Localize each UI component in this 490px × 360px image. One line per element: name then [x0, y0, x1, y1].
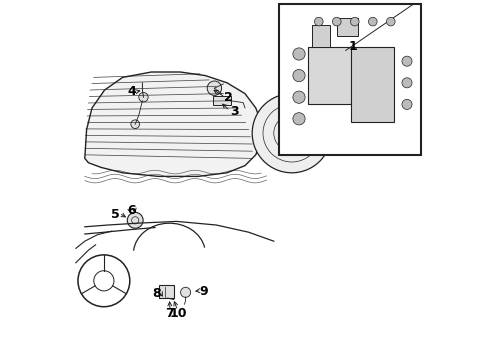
Circle shape: [139, 93, 148, 102]
Circle shape: [207, 81, 221, 95]
Circle shape: [402, 78, 412, 88]
Polygon shape: [85, 72, 261, 176]
Circle shape: [293, 113, 305, 125]
Text: 3: 3: [230, 105, 239, 118]
Circle shape: [402, 56, 412, 66]
Circle shape: [293, 48, 305, 60]
Circle shape: [333, 17, 341, 26]
Bar: [337, 18, 358, 36]
Circle shape: [402, 99, 412, 109]
Text: 8: 8: [152, 287, 161, 300]
Circle shape: [293, 69, 305, 82]
Circle shape: [127, 212, 143, 228]
Text: 10: 10: [170, 307, 187, 320]
Bar: [308, 47, 355, 104]
Circle shape: [252, 94, 331, 173]
Text: 4: 4: [127, 85, 136, 98]
Text: 5: 5: [111, 208, 120, 221]
Circle shape: [387, 17, 395, 26]
Text: 9: 9: [199, 285, 208, 298]
Bar: [312, 25, 330, 47]
Circle shape: [368, 17, 377, 26]
Text: 1: 1: [348, 40, 357, 53]
Bar: [213, 96, 231, 105]
Circle shape: [180, 287, 191, 297]
Circle shape: [315, 17, 323, 26]
Bar: [279, 4, 421, 155]
Circle shape: [131, 120, 140, 129]
Circle shape: [350, 17, 359, 26]
Circle shape: [293, 91, 305, 103]
Bar: [159, 285, 174, 298]
Text: 2: 2: [224, 91, 233, 104]
Bar: [351, 47, 394, 122]
Text: 7: 7: [165, 307, 174, 320]
Text: 6: 6: [127, 204, 136, 217]
